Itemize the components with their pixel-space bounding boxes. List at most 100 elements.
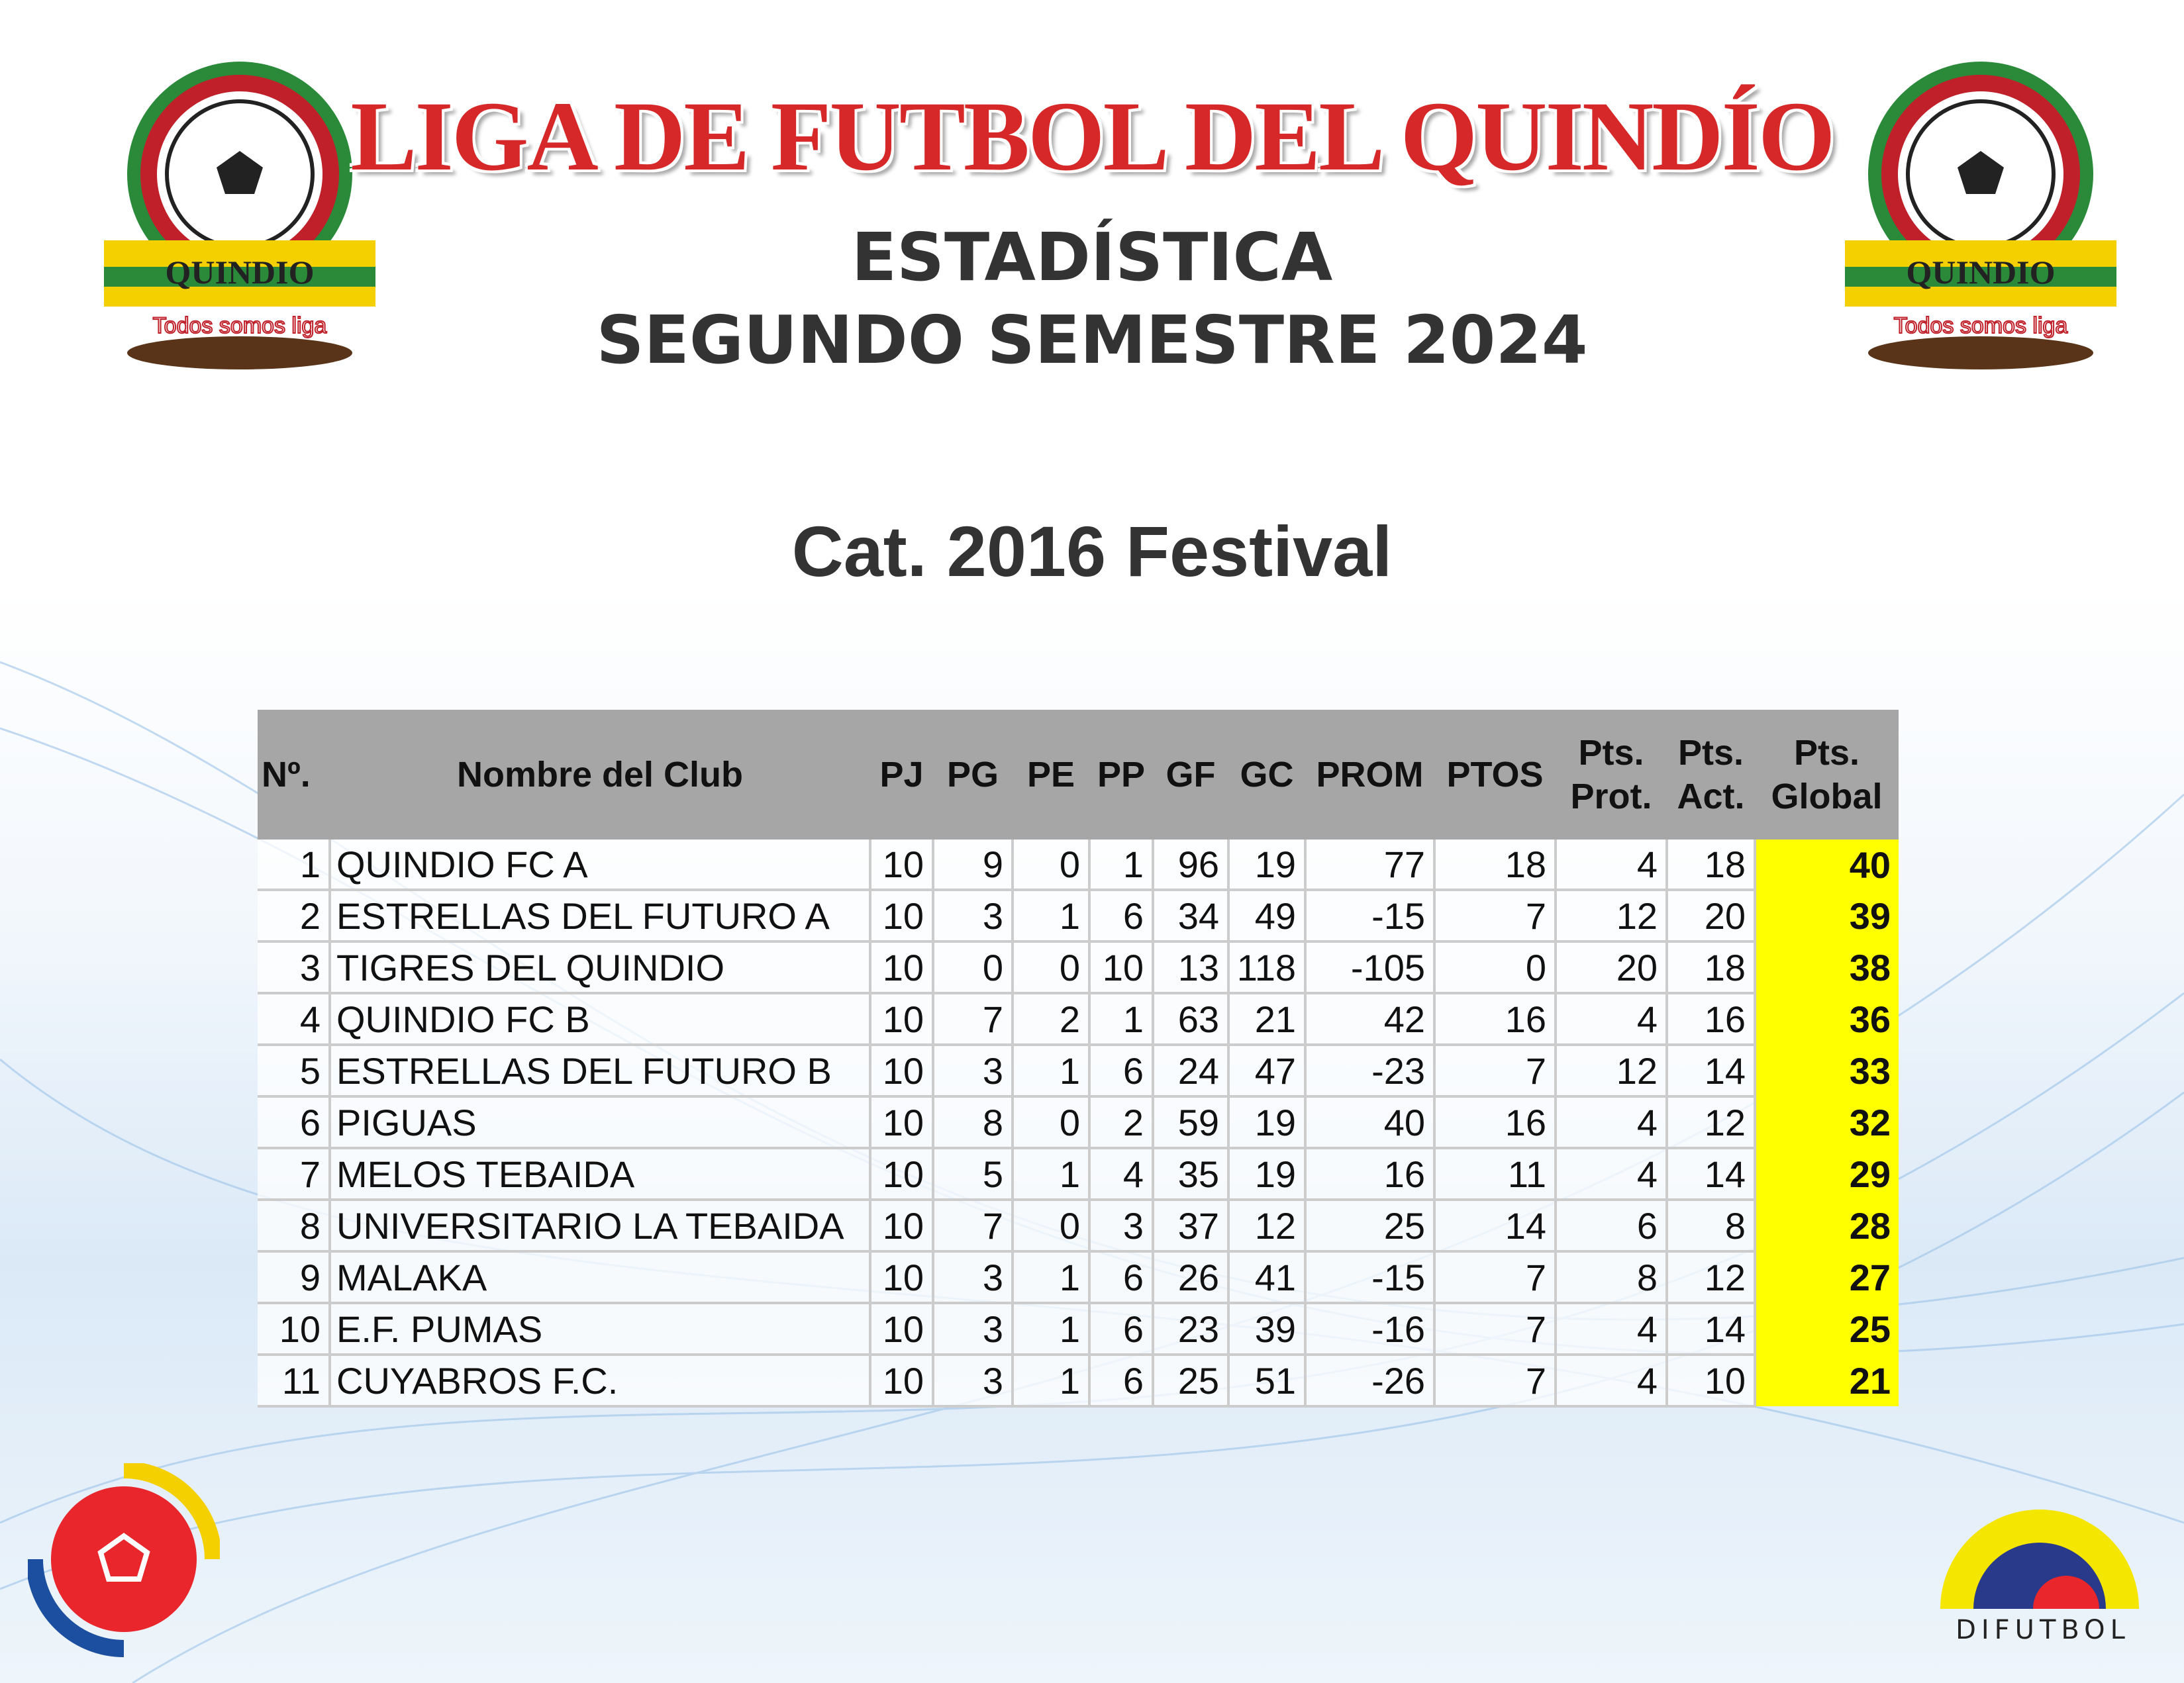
club-name: ESTRELLAS DEL FUTURO A bbox=[330, 890, 871, 943]
stat-cell: 10 bbox=[870, 1148, 934, 1201]
subtitle-statistics: ESTADÍSTICA bbox=[851, 218, 1333, 296]
stat-cell: 7 bbox=[1434, 1303, 1557, 1356]
stat-cell: -23 bbox=[1305, 1045, 1436, 1098]
stat-cell: 0 bbox=[1013, 941, 1091, 994]
column-header: PE bbox=[1013, 710, 1089, 840]
global-points-cell: 38 bbox=[1755, 941, 1899, 993]
stat-cell: 10 bbox=[258, 1303, 331, 1356]
standings-table: Nº. Nombre del Club PJ PG PE PP GF GC PROM PTOS Pt… bbox=[258, 710, 1899, 1408]
stat-cell: 6 bbox=[1089, 1251, 1154, 1304]
global-points-cell: 28 bbox=[1755, 1200, 1899, 1251]
stat-cell: 4 bbox=[258, 993, 331, 1046]
stat-cell: 1 bbox=[1013, 1251, 1091, 1304]
stat-cell: 12 bbox=[1667, 1251, 1756, 1304]
stat-cell: 25 bbox=[1305, 1200, 1436, 1253]
stat-cell: 63 bbox=[1153, 993, 1230, 1046]
stat-cell: 5 bbox=[258, 1045, 331, 1098]
global-points-cell: 21 bbox=[1755, 1355, 1899, 1406]
stat-cell: 39 bbox=[1228, 1303, 1307, 1356]
stat-cell: 16 bbox=[1434, 1096, 1557, 1149]
stat-cell: 37 bbox=[1153, 1200, 1230, 1253]
logo-name: QUINDIO bbox=[165, 254, 314, 291]
stat-cell: 6 bbox=[1089, 1045, 1154, 1098]
column-header: Pts. Global bbox=[1755, 710, 1899, 840]
column-header: GC bbox=[1228, 710, 1305, 840]
club-name: ESTRELLAS DEL FUTURO B bbox=[330, 1045, 871, 1098]
stat-cell: 0 bbox=[1434, 941, 1557, 994]
stat-cell: 77 bbox=[1305, 840, 1436, 891]
table-row: 1 QUINDIO FC A 10 9 0 1 96 19 77 18 4 18 40 bbox=[258, 840, 1899, 891]
column-header: Nº. bbox=[258, 710, 330, 840]
stat-cell: 4 bbox=[1556, 993, 1668, 1046]
stat-cell: 10 bbox=[870, 941, 934, 994]
global-points-cell: 27 bbox=[1755, 1251, 1899, 1303]
club-name: TIGRES DEL QUINDIO bbox=[330, 941, 871, 994]
stat-cell: 8 bbox=[1556, 1251, 1668, 1304]
stat-cell: 4 bbox=[1556, 1096, 1668, 1149]
league-logo-right: QUINDIO Todos somos liga bbox=[1838, 42, 2123, 376]
stat-cell: 9 bbox=[258, 1251, 331, 1304]
stat-cell: 6 bbox=[1556, 1200, 1668, 1253]
global-points-cell: 39 bbox=[1755, 890, 1899, 941]
stat-cell: 10 bbox=[870, 1200, 934, 1253]
global-points-cell: 40 bbox=[1755, 840, 1899, 890]
subtitle-semester: SEGUNDO SEMESTRE 2024 bbox=[596, 301, 1588, 379]
stat-cell: 13 bbox=[1153, 941, 1230, 994]
stat-cell: 4 bbox=[1556, 1355, 1668, 1408]
club-name: CUYABROS F.C. bbox=[330, 1355, 871, 1408]
column-header: PROM bbox=[1305, 710, 1434, 840]
stat-cell: 3 bbox=[933, 1355, 1014, 1408]
column-header: Pts. Prot. bbox=[1556, 710, 1667, 840]
table-row: 11 CUYABROS F.C. 10 3 1 6 25 51 -26 7 4 10 21 bbox=[258, 1355, 1899, 1408]
stat-cell: 26 bbox=[1153, 1251, 1230, 1304]
page-title: LIGA DE FUTBOL DEL QUINDÍO bbox=[350, 81, 1835, 191]
stat-cell: 1 bbox=[1013, 1045, 1091, 1098]
stat-cell: 34 bbox=[1153, 890, 1230, 943]
stat-cell: 7 bbox=[258, 1148, 331, 1201]
stat-cell: -16 bbox=[1305, 1303, 1436, 1356]
stat-cell: 0 bbox=[1013, 1096, 1091, 1149]
global-points-cell: 29 bbox=[1755, 1148, 1899, 1200]
column-header: PP bbox=[1089, 710, 1153, 840]
stat-cell: 6 bbox=[1089, 1303, 1154, 1356]
stat-cell: 0 bbox=[933, 941, 1014, 994]
stat-cell: 0 bbox=[1013, 840, 1091, 891]
table-row: 10 E.F. PUMAS 10 3 1 6 23 39 -16 7 4 14 25 bbox=[258, 1303, 1899, 1356]
club-name: QUINDIO FC B bbox=[330, 993, 871, 1046]
column-header: PTOS bbox=[1434, 710, 1556, 840]
stat-cell: 6 bbox=[1089, 890, 1154, 943]
stat-cell: 10 bbox=[870, 1045, 934, 1098]
stat-cell: 12 bbox=[1667, 1096, 1756, 1149]
stat-cell: 0 bbox=[1013, 1200, 1091, 1253]
stat-cell: 21 bbox=[1228, 993, 1307, 1046]
stat-cell: 96 bbox=[1153, 840, 1230, 891]
column-header: Pts. Act. bbox=[1667, 710, 1755, 840]
stat-cell: 11 bbox=[1434, 1148, 1557, 1201]
stat-cell: 14 bbox=[1667, 1045, 1756, 1098]
stat-cell: 10 bbox=[870, 1096, 934, 1149]
table-row: 6 PIGUAS 10 8 0 2 59 19 40 16 4 12 32 bbox=[258, 1096, 1899, 1149]
stat-cell: 10 bbox=[870, 1251, 934, 1304]
stat-cell: 10 bbox=[1089, 941, 1154, 994]
club-name: QUINDIO FC A bbox=[330, 840, 871, 891]
stat-cell: 20 bbox=[1556, 941, 1668, 994]
stat-cell: -15 bbox=[1305, 1251, 1436, 1304]
stat-cell: 8 bbox=[933, 1096, 1014, 1149]
stat-cell: 10 bbox=[1667, 1355, 1756, 1408]
difutbol-logo: DIFUTBOL bbox=[1920, 1476, 2165, 1652]
stat-cell: 3 bbox=[933, 1303, 1014, 1356]
table-row: 2 ESTRELLAS DEL FUTURO A 10 3 1 6 34 49 -15 7 12 20… bbox=[258, 890, 1899, 943]
stat-cell: 3 bbox=[933, 1045, 1014, 1098]
stat-cell: 1 bbox=[258, 840, 331, 891]
stat-cell: 11 bbox=[258, 1355, 331, 1408]
stat-cell: 35 bbox=[1153, 1148, 1230, 1201]
table-row: 3 TIGRES DEL QUINDIO 10 0 0 10 13 118 -105 0 20 18 3… bbox=[258, 941, 1899, 994]
stat-cell: 4 bbox=[1556, 840, 1668, 891]
logo-slogan: Todos somos liga bbox=[1894, 313, 2068, 338]
stat-cell: 3 bbox=[933, 890, 1014, 943]
difutbol-text: DIFUTBOL bbox=[1956, 1615, 2130, 1645]
stat-cell: 1 bbox=[1013, 890, 1091, 943]
stat-cell: 1 bbox=[1089, 840, 1154, 891]
stat-cell: 7 bbox=[1434, 1251, 1557, 1304]
stat-cell: 10 bbox=[870, 993, 934, 1046]
